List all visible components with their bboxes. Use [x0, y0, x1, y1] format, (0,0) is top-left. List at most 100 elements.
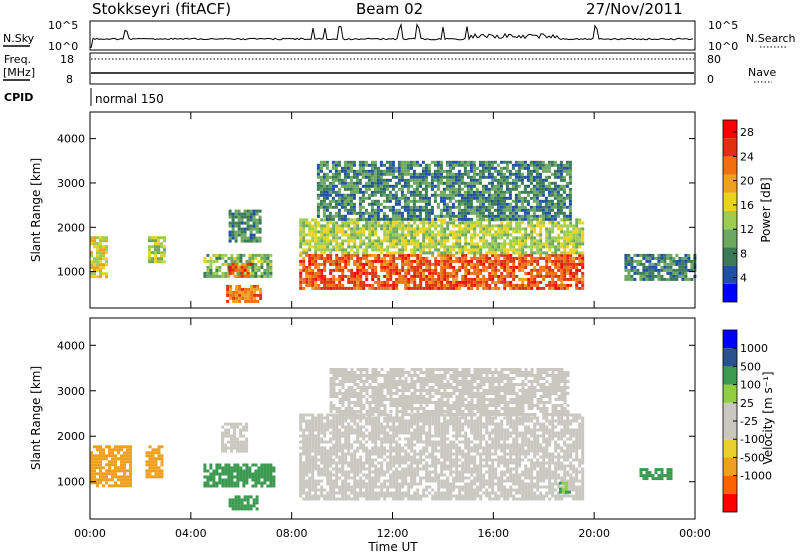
power-cell [395, 233, 399, 237]
velocity-cell [252, 498, 256, 502]
power-cell [554, 265, 558, 269]
power-cell [347, 277, 351, 281]
power-cell [559, 169, 563, 173]
velocity-cell [371, 479, 375, 483]
power-cell [544, 199, 548, 203]
velocity-cell [230, 449, 234, 453]
power-cell [352, 187, 356, 191]
velocity-cell [108, 448, 111, 452]
power-cell [99, 242, 102, 246]
power-cell [410, 251, 414, 255]
power-cell [422, 256, 426, 260]
velocity-cell [344, 437, 348, 441]
velocity-cell [148, 466, 152, 470]
power-cell [458, 227, 462, 231]
power-cell [392, 271, 396, 275]
power-cell [305, 251, 309, 255]
power-cell [365, 262, 369, 266]
power-cell [563, 265, 567, 269]
power-cell [690, 265, 694, 269]
power-cell [410, 233, 414, 237]
power-cell [487, 217, 491, 221]
power-cell [371, 227, 375, 231]
power-cell [466, 160, 470, 164]
power-cell [545, 236, 549, 240]
power-cell [319, 199, 323, 203]
power-cell [500, 242, 504, 246]
velocity-cell [227, 463, 231, 467]
power-cell [362, 230, 366, 234]
power-cell [409, 217, 413, 221]
power-cell [562, 169, 566, 173]
power-cell [568, 202, 572, 206]
power-cell [499, 175, 503, 179]
power-cell [395, 245, 399, 249]
velocity-cell [368, 434, 372, 438]
power-cell [344, 259, 348, 263]
power-cell [377, 253, 381, 257]
power-cell [557, 239, 561, 243]
power-cell [439, 178, 443, 182]
power-cell [518, 242, 522, 246]
velocity-cell [380, 452, 384, 456]
power-cell [563, 230, 567, 234]
power-cell [532, 160, 536, 164]
power-cell [343, 175, 347, 179]
velocity-cell [341, 452, 345, 456]
power-cell [258, 221, 262, 225]
power-cell [569, 283, 573, 287]
power-cell [407, 277, 411, 281]
power-cell [413, 283, 417, 287]
power-cell [383, 286, 387, 290]
velocity-cell [114, 445, 117, 449]
power-cell [517, 193, 521, 197]
power-cell [541, 166, 545, 170]
power-cell [514, 217, 518, 221]
power-cell [545, 227, 549, 231]
power-cell [314, 256, 318, 260]
power-cell [383, 268, 387, 272]
power-cell [551, 262, 555, 266]
power-cell [515, 239, 519, 243]
velocity-cell [117, 478, 120, 482]
power-cell [347, 245, 351, 249]
power-cell [376, 217, 380, 221]
velocity-cell [377, 476, 381, 480]
velocity-cell [248, 475, 252, 479]
power-cell [254, 256, 258, 260]
power-cell [493, 160, 497, 164]
power-cell [681, 259, 685, 263]
power-cell [494, 283, 498, 287]
velocity-cell [233, 431, 237, 435]
power-cell [383, 265, 387, 269]
velocity-cell [212, 481, 216, 485]
power-cell [341, 277, 345, 281]
velocity-cell [383, 494, 387, 498]
velocity-cell [311, 467, 315, 471]
power-cell [337, 169, 341, 173]
velocity-cell [377, 455, 381, 459]
power-cell [563, 283, 567, 287]
velocity-cell [209, 463, 213, 467]
power-cell [520, 166, 524, 170]
power-cell [341, 259, 345, 263]
power-cell [505, 163, 509, 167]
power-cell [550, 205, 554, 209]
velocity-cell [230, 422, 234, 426]
power-cell [440, 239, 444, 243]
power-cell [400, 187, 404, 191]
velocity-cell [308, 488, 312, 492]
power-cell [325, 178, 329, 182]
power-cell [478, 199, 482, 203]
power-cell [559, 178, 563, 182]
power-cell [338, 245, 342, 249]
velocity-cell [329, 461, 333, 465]
power-cell [514, 175, 518, 179]
power-cell [445, 160, 449, 164]
freq-label: Freq. [4, 53, 31, 66]
power-cell [547, 190, 551, 194]
power-cell [451, 214, 455, 218]
power-cell [473, 280, 477, 284]
velocity-cell [380, 431, 384, 435]
velocity-cell [317, 443, 321, 447]
